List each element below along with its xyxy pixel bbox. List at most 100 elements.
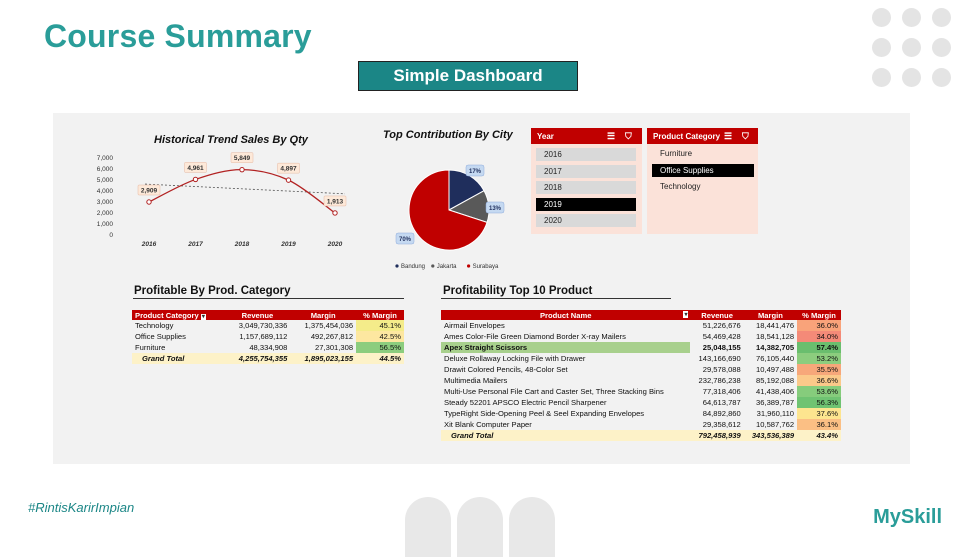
y-tick-label: 5,000 [97, 177, 114, 184]
slice-label: 17% [469, 169, 482, 175]
data-label: 5,849 [234, 155, 251, 162]
table-cell: Multimedia Mailers [444, 376, 508, 385]
table-cell: 53.6% [797, 386, 841, 397]
year-slicer[interactable]: Year ☰ ⛉ 2016 2017 2018 2019 2020 [531, 128, 642, 234]
table-cell: 18,441,476 [756, 321, 795, 330]
table-cell: 25,048,155 [702, 343, 741, 352]
data-point [332, 210, 338, 216]
table-cell: 36,389,787 [756, 398, 795, 407]
y-tick-label: 3,000 [97, 199, 114, 206]
y-tick-label: 2,000 [97, 210, 114, 217]
legend-marker [467, 264, 471, 268]
table-cell: 31,960,110 [756, 409, 795, 418]
table-cell: Apex Straight Scissors [441, 342, 691, 353]
table-cell: 41,438,406 [756, 387, 795, 396]
y-tick-label: 4,000 [97, 188, 114, 195]
decorative-arch [457, 497, 503, 557]
data-label: 2,909 [141, 188, 158, 195]
table-cell: 76,105,440 [756, 354, 795, 363]
clear-filter-icon[interactable]: ⛉ [742, 131, 749, 141]
y-tick-label: 6,000 [97, 166, 114, 173]
table-cell: 64,613,787 [702, 398, 741, 407]
table-cell: Grand Total [441, 430, 691, 441]
col-header: Margin [743, 310, 798, 320]
table-cell: Ames Color-File Green Diamond Border X-r… [444, 332, 626, 341]
table-cell: 34.0% [797, 331, 841, 342]
table-cell: Technology [135, 321, 174, 330]
table-cell: 54,469,428 [702, 332, 741, 341]
x-tick-label: 2020 [327, 241, 343, 248]
pie-slice-surabaya [408, 169, 488, 251]
table-row: Multimedia Mailers 232,786,238 85,192,088 3… [441, 375, 841, 386]
multi-select-icon[interactable]: ☰ [607, 131, 616, 141]
table-cell: 84,892,860 [702, 409, 741, 418]
product-table-title: Profitability Top 10 Product [443, 285, 593, 297]
col-header: % Margin [356, 310, 404, 320]
slice-label: 70% [399, 237, 412, 243]
legend-marker [431, 264, 435, 268]
category-slicer[interactable]: Product Category ☰ ⛉ Furniture Office Sup… [647, 128, 758, 234]
year-slicer-item[interactable]: 2020 [536, 214, 636, 227]
table-cell: 1,157,689,112 [239, 332, 288, 341]
x-tick-label: 2017 [187, 241, 203, 248]
table-row: Xit Blank Computer Paper 29,358,612 10,587… [441, 419, 841, 430]
data-label-box [184, 162, 207, 173]
year-slicer-item[interactable]: 2016 [536, 148, 636, 161]
category-slicer-item[interactable]: Technology [660, 182, 701, 191]
filter-icon[interactable]: ▾ [200, 313, 206, 320]
y-tick-label: 1,000 [97, 221, 114, 228]
table-cell: 1,895,023,155 [290, 353, 357, 364]
table-cell: Steady 52201 APSCO Electric Pencil Sharp… [444, 398, 607, 407]
year-slicer-item[interactable]: 2019 [536, 197, 636, 211]
city-chart-title: Top Contribution By City [383, 129, 513, 141]
x-tick-label: 2019 [280, 241, 296, 248]
data-label: 4,897 [280, 166, 297, 173]
category-slicer-item[interactable]: Office Supplies [652, 163, 754, 177]
table-cell: 3,049,730,336 [238, 321, 288, 330]
table-cell: 18,541,128 [756, 332, 795, 341]
category-slicer-item[interactable]: Furniture [660, 149, 693, 158]
dashboard-panel: Historical Trend Sales By Qty 7,000 6,000… [53, 113, 910, 464]
year-slicer-item[interactable]: 2018 [536, 181, 636, 194]
category-slicer-header: Product Category [653, 131, 721, 141]
page-title: Course Summary [44, 18, 312, 54]
table-cell: 232,786,238 [698, 376, 741, 385]
y-tick-label: 0 [109, 232, 113, 239]
table-row: Drawit Colored Pencils, 48-Color Set 29,5… [441, 364, 841, 375]
legend-label: Surabaya [473, 264, 499, 270]
table-cell: 1,375,454,036 [304, 321, 354, 330]
table-row: Technology 3,049,730,336 1,375,454,036 45.1… [132, 320, 404, 331]
slice-label-box [485, 201, 505, 214]
col-header[interactable]: Product Name ▾ [441, 310, 691, 320]
clear-filter-icon[interactable]: ⛉ [625, 131, 632, 141]
filter-icon[interactable]: ▾ [683, 311, 689, 318]
trendline [144, 183, 346, 195]
table-row: Ames Color-File Green Diamond Border X-r… [441, 331, 841, 342]
table-cell: 792,458,939 [690, 430, 744, 441]
trend-chart-title: Historical Trend Sales By Qty [154, 134, 308, 146]
legend-label: Jakarta [437, 264, 457, 270]
multi-select-icon[interactable]: ☰ [724, 131, 733, 141]
year-slicer-item[interactable]: 2017 [536, 164, 636, 178]
brand-logo: MySkill [873, 506, 942, 528]
category-table: Product Category ▾ Revenue Margin % Marg… [132, 310, 404, 364]
table-cell: 10,497,488 [756, 365, 795, 374]
table-cell: 77,318,406 [702, 387, 741, 396]
table-cell: 36.6% [797, 375, 841, 386]
table-cell: 44.5% [356, 353, 404, 364]
table-cell: 36.1% [797, 419, 841, 430]
table-cell: 14,382,705 [756, 343, 795, 352]
slice-label-box [465, 164, 485, 177]
table-cell: 53.2% [797, 353, 841, 364]
data-point [239, 166, 245, 173]
table-cell: 42.5% [356, 331, 404, 342]
col-header[interactable]: Product Category ▾ [132, 310, 225, 320]
category-table-title: Profitable By Prod. Category [134, 285, 291, 297]
data-label-box [277, 162, 300, 174]
y-tick-label: 7,000 [97, 155, 114, 162]
legend-label: Bandung [401, 264, 425, 270]
col-header: Revenue [690, 310, 744, 320]
table-cell: Xit Blank Computer Paper [444, 420, 532, 429]
legend-marker [395, 264, 399, 268]
table-cell: Grand Total [132, 353, 225, 364]
